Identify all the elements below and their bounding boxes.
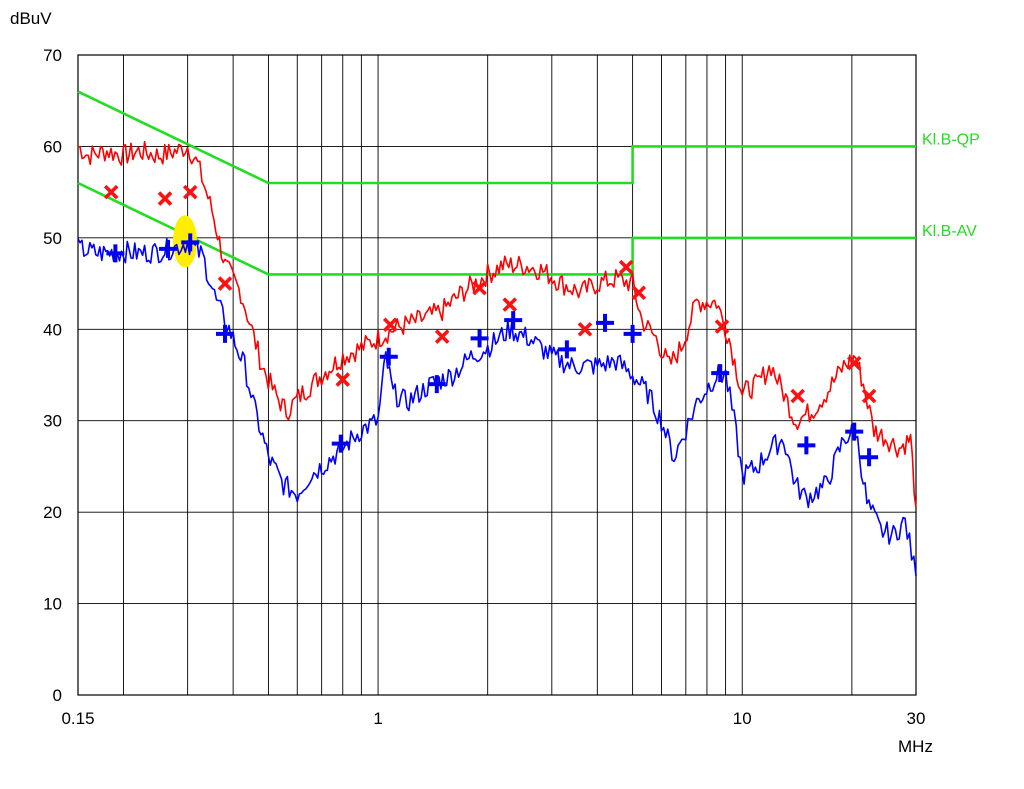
x-tick-label: 0.15 — [61, 709, 94, 728]
qp-marker — [618, 259, 634, 275]
qp-marker — [846, 355, 862, 371]
y-tick-label: 70 — [43, 46, 62, 65]
av-marker — [379, 347, 398, 366]
x-axis-unit-label: MHz — [898, 737, 933, 756]
series-layer — [77, 140, 917, 577]
qp-marker — [861, 388, 877, 404]
qp-marker — [382, 317, 398, 332]
y-tick-label: 30 — [43, 412, 62, 431]
av-marker — [797, 436, 816, 455]
y-tick-label: 50 — [43, 229, 62, 248]
x-tick-label: 1 — [373, 709, 382, 728]
av-marker — [216, 324, 235, 343]
y-tick-label: 20 — [43, 503, 62, 522]
av-marker — [106, 244, 125, 263]
x-tick-labels: 0.15 1 10 30 — [61, 709, 925, 728]
limit-label: Kl.B-QP — [922, 131, 980, 148]
plot-frame — [77, 54, 917, 696]
limit-line — [77, 181, 916, 276]
qp-marker — [434, 329, 450, 344]
limit-line — [77, 90, 916, 185]
qp-marker — [157, 191, 173, 206]
av-marker — [623, 324, 642, 343]
qp-marker — [631, 285, 647, 300]
grid-layer — [77, 54, 917, 696]
y-tick-label: 40 — [43, 320, 62, 339]
x-tick-label: 30 — [907, 709, 926, 728]
qp-marker — [182, 184, 198, 200]
av-marker — [181, 233, 200, 252]
av-marker — [470, 329, 489, 348]
qp-marker — [502, 297, 518, 312]
qp-marker — [577, 322, 593, 337]
y-axis-unit-label: dBuV — [10, 9, 52, 28]
av-trace-line — [77, 237, 917, 577]
av-marker — [557, 340, 576, 359]
limit-lines: Kl.B-QP Kl.B-AV — [77, 90, 980, 276]
av-marker — [159, 239, 178, 258]
qp-trace-line — [77, 140, 917, 508]
av-marker — [860, 448, 879, 467]
qp-marker — [103, 184, 119, 200]
limit-label: Kl.B-AV — [922, 223, 977, 240]
av-marker — [845, 422, 864, 441]
y-tick-label: 0 — [53, 686, 62, 705]
av-marker — [427, 375, 446, 394]
av-marker — [331, 434, 350, 453]
y-tick-label: 60 — [43, 137, 62, 156]
x-tick-label: 10 — [733, 709, 752, 728]
y-tick-labels: 0 10 20 30 40 50 60 70 — [43, 46, 62, 705]
qp-marker — [472, 280, 487, 296]
qp-marker — [714, 319, 730, 334]
y-tick-label: 10 — [43, 595, 62, 614]
qp-marker — [335, 372, 351, 387]
av-marker — [711, 364, 730, 383]
av-marker — [504, 311, 523, 330]
marker-layer — [103, 184, 879, 467]
qp-marker — [790, 388, 805, 404]
av-marker — [596, 313, 615, 332]
qp-marker — [217, 276, 233, 291]
